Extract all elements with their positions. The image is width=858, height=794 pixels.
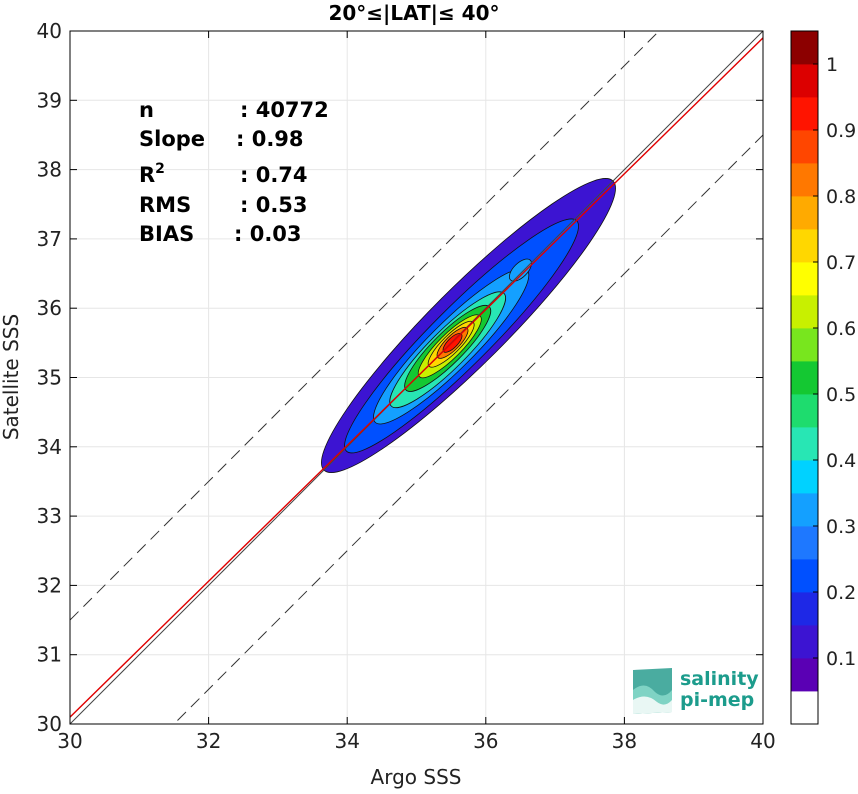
colorbar-tick-label: 0.8 <box>826 186 856 208</box>
colorbar-segment <box>791 625 818 659</box>
colorbar-segment <box>791 163 818 197</box>
colorbar-tick-label: 0.9 <box>826 120 856 142</box>
x-tick-label: 34 <box>334 729 359 753</box>
colorbar-segment <box>791 328 818 362</box>
salinity-pi-mep-logo: salinity pi-mep <box>633 668 759 714</box>
density-secondary-peak <box>508 258 532 282</box>
y-tick-label: 40 <box>37 19 62 43</box>
y-tick-label: 39 <box>37 88 62 112</box>
colorbar-tick-label: 0.2 <box>826 582 856 604</box>
stat-label-bias: BIAS <box>139 222 194 246</box>
colorbar-tick-label: 0.6 <box>826 318 856 340</box>
y-tick-label: 34 <box>37 435 62 459</box>
stat-label-n: n <box>139 98 154 122</box>
colorbar-segment <box>791 493 818 527</box>
stat-label-superscript: 2 <box>155 161 165 177</box>
y-tick-label: 31 <box>37 643 62 667</box>
logo-wave-icon <box>633 668 672 714</box>
x-axis-label: Argo SSS <box>371 765 462 789</box>
y-tick-label: 37 <box>37 227 62 251</box>
colorbar-segment <box>791 559 818 593</box>
colorbar-segment <box>791 31 818 65</box>
y-tick-label: 35 <box>37 366 62 390</box>
stat-label-r: R2 <box>139 161 165 187</box>
colorbar-segment <box>791 130 818 164</box>
colorbar-tick-label: 1 <box>826 54 838 76</box>
colorbar-segment <box>791 691 818 725</box>
y-axis-label: Satellite SSS <box>0 314 23 440</box>
colorbar-segment <box>791 361 818 395</box>
x-tick-label: 32 <box>196 729 221 753</box>
stat-label-rms: RMS <box>139 193 191 217</box>
axis-ticks: 30 32 34 36 38 40 30 31 32 33 34 35 36 37 38 39 40 <box>37 19 776 753</box>
colorbar-segment <box>791 262 818 296</box>
stat-value: : 0.74 <box>240 163 308 187</box>
logo-text-pimep: pi-mep <box>680 689 754 711</box>
colorbar-segment <box>791 526 818 560</box>
regression-line <box>70 37 763 718</box>
y-tick-label: 36 <box>37 296 62 320</box>
colorbar-segment <box>791 427 818 461</box>
colorbar-segment <box>791 229 818 263</box>
x-tick-label: 38 <box>612 729 637 753</box>
y-tick-label: 32 <box>37 573 62 597</box>
lower-bound-line <box>173 134 763 724</box>
colorbar-frame <box>790 30 819 725</box>
colorbar-tick-label: 0.1 <box>826 648 856 670</box>
colorbar-tick-label: 0.4 <box>826 450 856 472</box>
colorbar-segment <box>791 460 818 494</box>
y-tick-label: 30 <box>37 712 62 736</box>
stats-box: n : 40772 Slope : 0.98 R2 : 0.74 RMS : 0.53 BIAS… <box>139 98 329 246</box>
colorbar-segment <box>791 592 818 626</box>
colorbar: 0.1 0.2 0.3 0.4 0.5 0.6 0.7 0.8 0.9 1 <box>790 30 856 725</box>
x-tick-label: 36 <box>473 729 498 753</box>
colorbar-segment <box>791 394 818 428</box>
stat-value: : 0.98 <box>236 127 304 151</box>
colorbar-tick-label: 0.3 <box>826 516 856 538</box>
y-tick-label: 33 <box>37 504 62 528</box>
colorbar-segment <box>791 196 818 230</box>
colorbar-segment <box>791 64 818 98</box>
colorbar-segment <box>791 658 818 692</box>
colorbar-tick-label: 0.7 <box>826 252 856 274</box>
stat-value: : 0.53 <box>240 193 308 217</box>
x-tick-label: 30 <box>57 729 82 753</box>
x-tick-label: 40 <box>750 729 775 753</box>
colorbar-segment <box>791 97 818 131</box>
stat-label-slope: Slope <box>139 127 205 151</box>
upper-bound-line <box>70 31 660 621</box>
reference-lines <box>70 31 763 724</box>
y-tick-label: 38 <box>37 158 62 182</box>
colorbar-segment <box>791 295 818 329</box>
logo-text-salinity: salinity <box>680 668 759 690</box>
chart-title: 20°≤|LAT|≤ 40° <box>328 1 499 25</box>
stat-value: : 40772 <box>240 98 329 122</box>
stat-value: : 0.03 <box>234 222 302 246</box>
colorbar-tick-label: 0.5 <box>826 384 856 406</box>
